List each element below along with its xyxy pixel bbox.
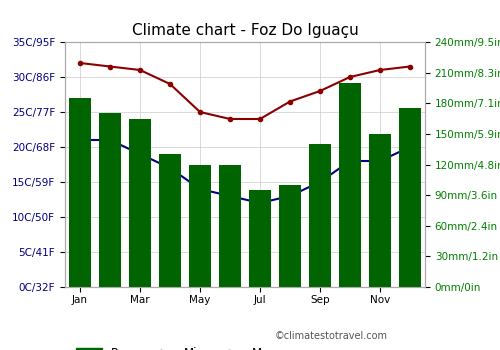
Bar [249,190,271,287]
Bar [369,134,391,287]
Title: Climate chart - Foz Do Iguaçu: Climate chart - Foz Do Iguaçu [132,23,358,38]
Bar [99,113,121,287]
Bar [339,83,361,287]
Bar [399,108,421,287]
Bar [69,98,91,287]
Legend: Prec, Min, Max: Prec, Min, Max [71,342,280,350]
Bar [189,164,211,287]
Bar [279,185,301,287]
Bar [219,164,241,287]
Bar [159,154,181,287]
Bar [309,144,331,287]
Bar [129,119,151,287]
Text: ©climatestotravel.com: ©climatestotravel.com [275,331,388,341]
